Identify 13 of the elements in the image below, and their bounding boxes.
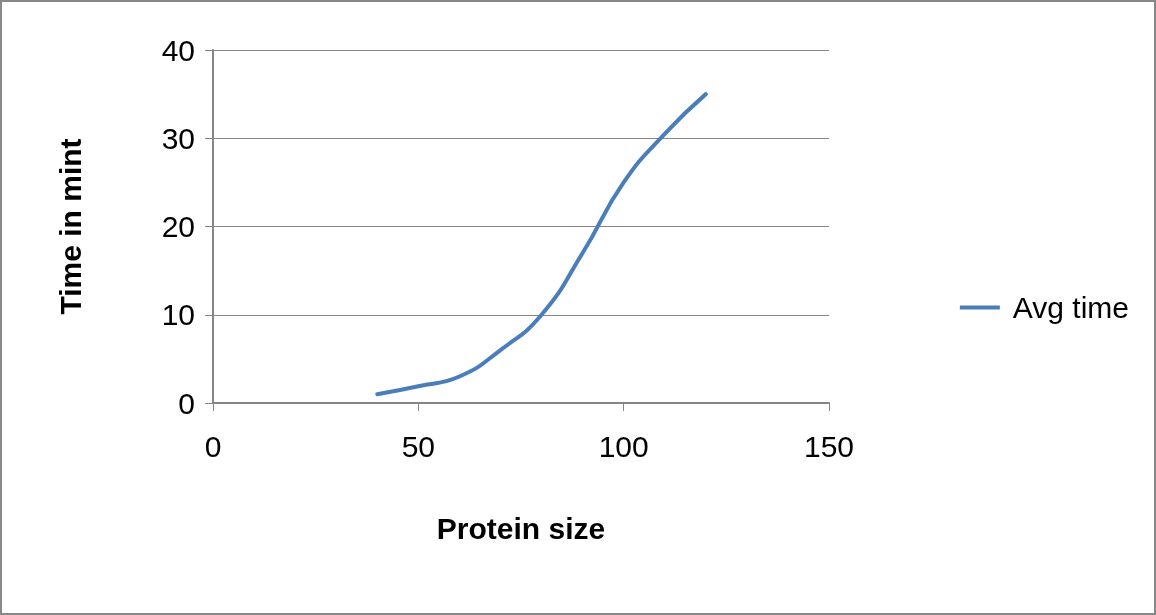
y-tick-label: 0 <box>178 386 195 420</box>
y-tick-label: 40 <box>161 33 195 67</box>
y-axis-title: Time in mint <box>53 138 87 315</box>
x-tick-label: 0 <box>204 429 222 463</box>
legend-label: Avg time <box>1012 291 1130 324</box>
y-tick-label: 10 <box>161 298 195 332</box>
x-tick-label: 100 <box>598 429 649 463</box>
y-tick-label: 20 <box>161 210 195 243</box>
x-axis-title: Protein size <box>436 511 606 545</box>
line-series <box>375 92 708 397</box>
x-tick-label: 150 <box>803 429 855 463</box>
y-tick-label: 30 <box>161 121 195 155</box>
x-tick-label: 50 <box>401 429 436 463</box>
